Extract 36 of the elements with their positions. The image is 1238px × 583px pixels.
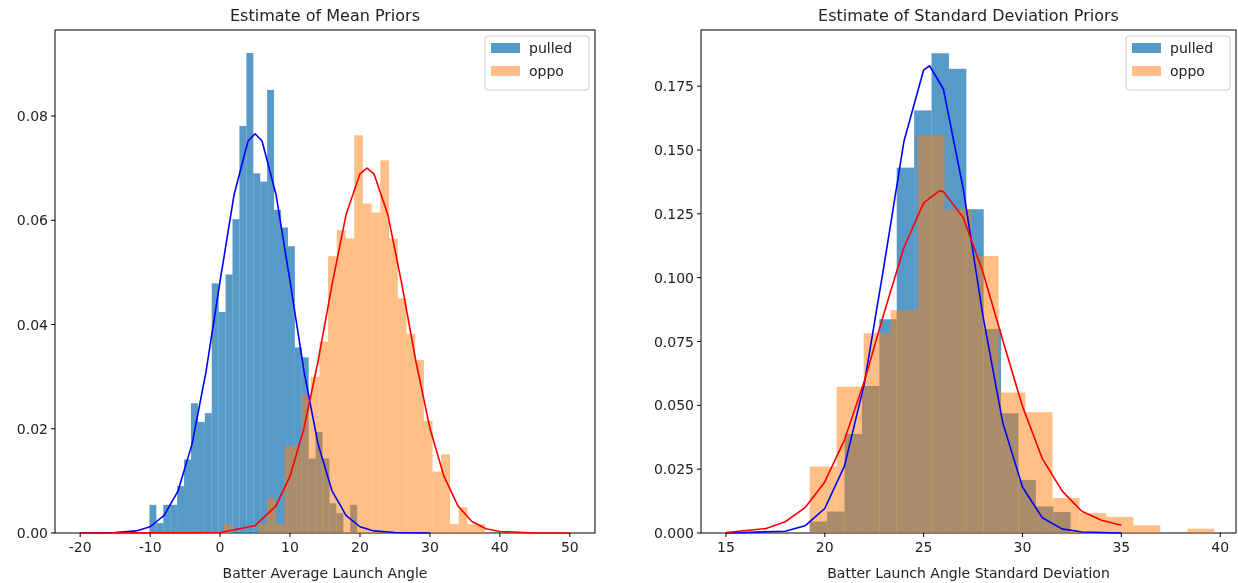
x-tick-label: 50 — [560, 539, 579, 555]
x-axis-title: Batter Launch Angle Standard Deviation — [827, 565, 1110, 581]
y-tick-label: 0.175 — [653, 78, 694, 95]
y-tick-label: 0.02 — [16, 420, 48, 437]
legend-label: pulled — [1170, 40, 1214, 56]
y-tick-label: 0.00 — [16, 525, 48, 541]
x-tick-label: 25 — [914, 539, 933, 555]
x-tick-label: -20 — [68, 539, 92, 555]
x-tick-label: 0 — [215, 539, 225, 555]
x-tick-label: 20 — [351, 539, 369, 555]
x-tick-label: 15 — [717, 539, 735, 555]
y-tick-label: 0.100 — [653, 269, 694, 286]
legend-label: pulled — [529, 40, 573, 56]
y-tick-label: 0.04 — [16, 316, 49, 333]
chart-title: Estimate of Standard Deviation Priors — [818, 6, 1119, 25]
line-series — [79, 167, 571, 534]
y-tick-label: 0.150 — [653, 142, 694, 159]
y-tick-label: 0.08 — [16, 108, 48, 125]
x-tick-label: 40 — [1211, 539, 1230, 555]
x-tick-label: 35 — [1112, 539, 1131, 555]
y-tick-label: 0.025 — [653, 461, 694, 478]
x-tick-label: 20 — [815, 539, 834, 555]
x-tick-label: 30 — [421, 539, 439, 555]
x-tick-label: 40 — [490, 539, 509, 555]
chart-title: Estimate of Mean Priors — [229, 6, 421, 25]
x-tick-label: -10 — [138, 539, 162, 555]
x-axis-title: Batter Average Launch Angle — [222, 565, 428, 581]
y-tick-label: 0.075 — [653, 333, 694, 350]
y-tick-label: 0.000 — [653, 525, 694, 541]
x-tick-label: 30 — [1013, 539, 1032, 555]
legend-label: oppo — [1170, 63, 1205, 79]
legend-label: oppo — [529, 63, 564, 79]
x-tick-label: 10 — [281, 539, 299, 555]
y-tick-label: 0.050 — [653, 397, 694, 414]
y-tick-label: 0.06 — [16, 212, 49, 229]
y-tick-label: 0.125 — [653, 205, 694, 222]
